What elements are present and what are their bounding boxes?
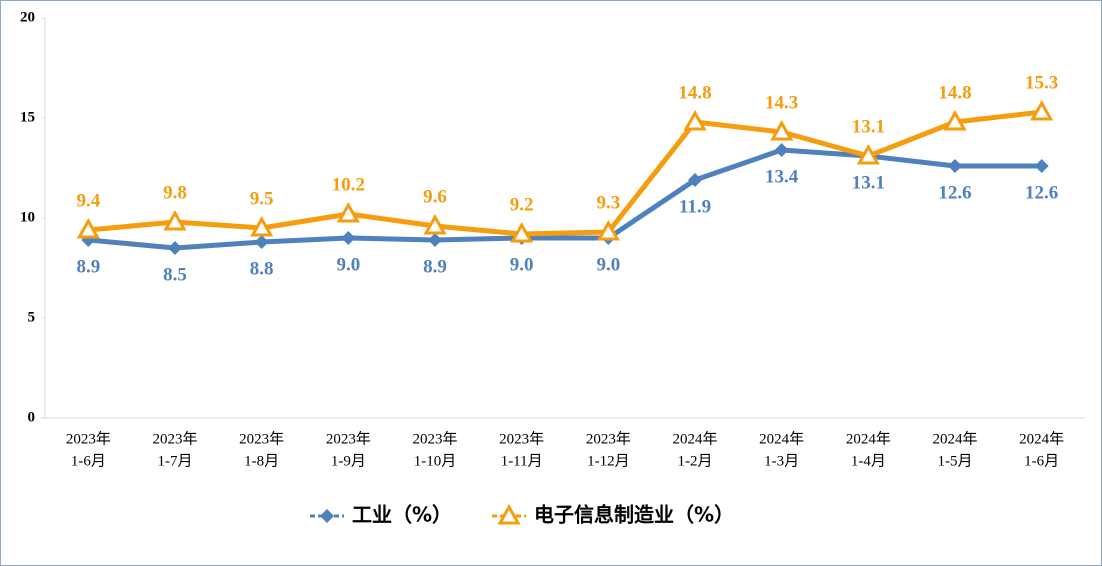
y-tick-label: 0 bbox=[28, 409, 36, 425]
data-label: 14.8 bbox=[938, 82, 971, 103]
data-label: 8.5 bbox=[163, 264, 187, 285]
data-label: 12.6 bbox=[1025, 182, 1058, 203]
point bbox=[428, 233, 442, 247]
y-tick-label: 15 bbox=[20, 109, 35, 125]
point bbox=[683, 109, 707, 131]
x-tick-label: 1-10月 bbox=[414, 453, 457, 469]
point bbox=[336, 201, 360, 223]
x-tick-label: 1-3月 bbox=[764, 453, 799, 469]
x-tick-label: 2023年 bbox=[412, 430, 457, 447]
x-tick-label: 1-9月 bbox=[331, 453, 366, 469]
data-label: 8.8 bbox=[250, 258, 274, 279]
data-label: 13.4 bbox=[765, 166, 799, 187]
y-tick-label: 20 bbox=[20, 9, 35, 25]
x-tick-label: 1-2月 bbox=[678, 453, 713, 469]
point bbox=[856, 143, 880, 165]
point bbox=[1034, 159, 1049, 173]
data-label: 9.2 bbox=[510, 194, 534, 215]
x-tick-label: 2023年 bbox=[499, 430, 544, 447]
point bbox=[948, 159, 962, 173]
x-tick-label: 2023年 bbox=[586, 430, 631, 447]
y-tick-label: 5 bbox=[28, 309, 36, 325]
point bbox=[423, 213, 447, 235]
data-label: 9.5 bbox=[250, 188, 274, 209]
data-label: 15.3 bbox=[1025, 72, 1058, 93]
data-label: 9.0 bbox=[596, 254, 620, 275]
point bbox=[250, 215, 274, 237]
x-tick-label: 1-7月 bbox=[158, 453, 193, 469]
data-label: 8.9 bbox=[76, 256, 100, 277]
point bbox=[341, 231, 356, 245]
data-label: 9.6 bbox=[423, 186, 447, 207]
data-label: 14.3 bbox=[765, 92, 798, 113]
data-label: 9.8 bbox=[163, 182, 187, 203]
point bbox=[320, 509, 334, 523]
x-tick-label: 1-11月 bbox=[501, 453, 543, 469]
x-tick-label: 2023年 bbox=[326, 430, 371, 447]
series-line bbox=[88, 147, 1042, 251]
data-label: 9.4 bbox=[76, 190, 100, 211]
x-tick-label: 1-5月 bbox=[938, 453, 973, 469]
data-label: 11.9 bbox=[679, 196, 711, 217]
x-tick-label: 2024年 bbox=[846, 430, 891, 447]
x-tick-label: 2023年 bbox=[239, 430, 284, 447]
x-tick-label: 1-12月 bbox=[587, 453, 630, 469]
point bbox=[774, 143, 789, 157]
point bbox=[688, 173, 702, 187]
x-tick-label: 2024年 bbox=[1019, 430, 1064, 447]
point bbox=[168, 241, 182, 255]
x-tick-label: 2024年 bbox=[759, 430, 804, 447]
data-label: 13.1 bbox=[852, 116, 885, 137]
point bbox=[943, 109, 967, 131]
point bbox=[497, 503, 521, 525]
x-tick-label: 2024年 bbox=[932, 430, 977, 447]
x-tick-label: 2023年 bbox=[152, 430, 197, 447]
point bbox=[510, 221, 534, 243]
data-label: 9.3 bbox=[596, 192, 620, 213]
data-label: 14.8 bbox=[678, 82, 711, 103]
data-label: 10.2 bbox=[332, 174, 365, 195]
x-tick-label: 2023年 bbox=[66, 430, 111, 447]
point bbox=[163, 209, 187, 231]
point bbox=[254, 235, 269, 249]
data-label: 9.0 bbox=[336, 254, 360, 275]
data-label: 13.1 bbox=[852, 172, 885, 193]
data-label: 12.6 bbox=[938, 182, 971, 203]
x-tick-label: 1-6月 bbox=[1024, 453, 1059, 469]
x-tick-label: 1-4月 bbox=[851, 453, 886, 469]
legend-label: 工业（%） bbox=[352, 503, 452, 527]
x-tick-label: 2024年 bbox=[672, 430, 717, 447]
y-tick-label: 10 bbox=[20, 209, 35, 225]
point bbox=[76, 217, 100, 239]
data-label: 8.9 bbox=[423, 256, 447, 277]
x-tick-label: 1-8月 bbox=[244, 453, 279, 469]
legend-label: 电子信息制造业（%） bbox=[534, 503, 734, 527]
point bbox=[770, 119, 794, 141]
point bbox=[596, 219, 620, 241]
data-label: 9.0 bbox=[510, 254, 534, 275]
series-line bbox=[88, 109, 1042, 237]
point bbox=[1030, 99, 1054, 121]
x-tick-label: 1-6月 bbox=[71, 453, 106, 469]
